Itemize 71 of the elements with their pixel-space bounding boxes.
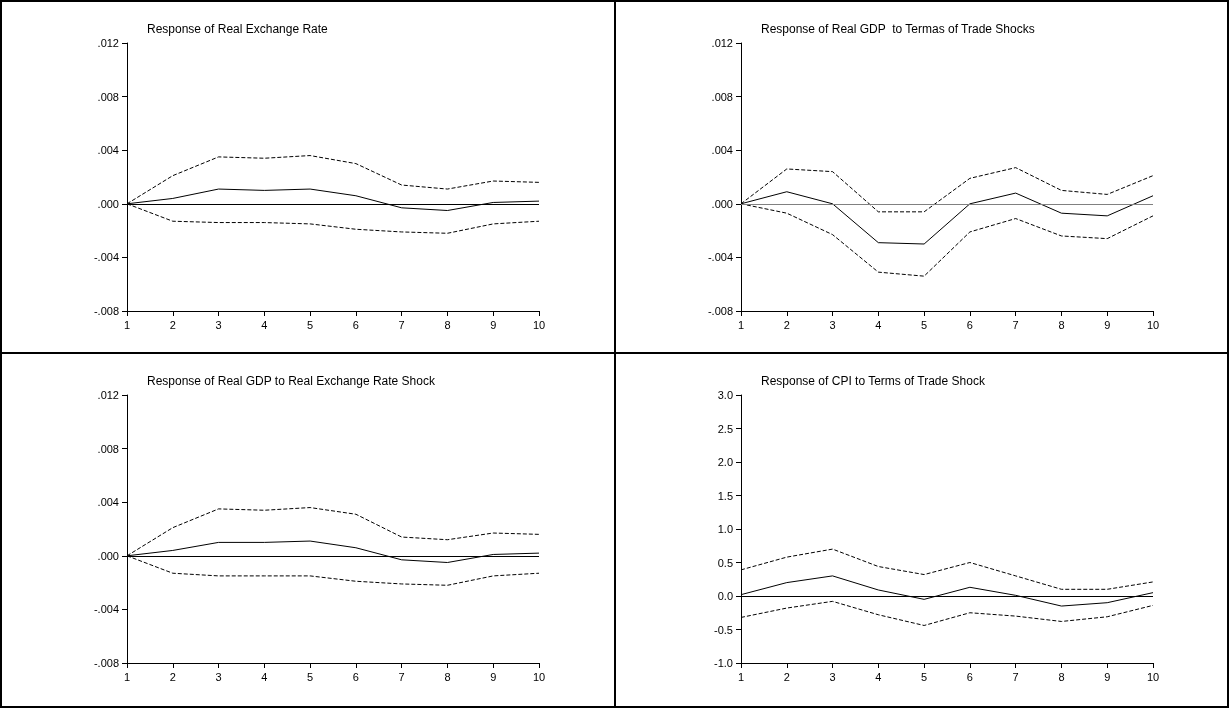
x-tick-label: 4 [261,670,268,683]
y-tick-label: 1.5 [717,489,733,502]
x-tick-label: 9 [1104,318,1111,331]
x-tick-label: 2 [169,670,176,683]
y-tick-label: .012 [97,37,119,49]
x-tick-label: 1 [123,318,131,331]
x-tick-label: 2 [783,670,790,683]
y-tick-label: .008 [97,90,119,103]
x-tick-label: 3 [215,318,222,331]
chart-title: Response of Real GDP to Real Exchange Rate Shock [147,374,436,388]
y-tick-label: -1.0 [714,657,733,669]
y-tick-label: .000 [97,197,119,210]
x-tick-label: 7 [398,670,405,683]
x-tick-label: 10 [1146,670,1160,683]
y-tick-label: -.004 [93,603,119,616]
chart-title: Response of Real GDP to Termas of Trade Shocks [761,22,1035,36]
x-tick-label: 3 [829,318,836,331]
x-tick-label: 7 [1012,670,1019,683]
y-tick-label: .008 [711,90,733,103]
x-tick-label: 3 [829,670,836,683]
x-tick-label: 4 [875,318,882,331]
x-tick-label: 9 [1104,670,1111,683]
y-tick-label: .012 [711,37,733,49]
x-tick-label: 9 [490,670,497,683]
x-tick-label: 8 [1058,318,1065,331]
x-tick-label: 8 [444,318,451,331]
x-tick-label: 8 [1058,670,1065,683]
x-tick-label: 10 [1146,318,1160,331]
x-tick-label: 1 [123,670,131,683]
y-tick-label: -.008 [93,305,119,317]
chart-title: Response of CPI to Terms of Trade Shock [761,374,986,388]
y-tick-label: .004 [97,144,119,157]
x-tick-label: 7 [1012,318,1019,331]
x-tick-label: 2 [783,318,790,331]
y-tick-label: .004 [711,144,733,157]
x-tick-label: 5 [307,318,314,331]
y-tick-label: -.004 [93,251,119,264]
y-tick-label: 0.0 [717,590,733,602]
x-tick-label: 6 [352,318,359,331]
x-tick-label: 6 [352,670,359,683]
x-tick-label: 5 [921,670,928,683]
y-tick-label: -0.5 [714,623,733,636]
chart-title: Response of Real Exchange Rate [147,22,329,36]
x-tick-label: 10 [532,670,546,683]
y-tick-label: -.008 [707,305,733,317]
y-tick-label: 2.0 [717,456,733,468]
x-tick-label: 4 [875,670,882,683]
x-tick-label: 5 [307,670,314,683]
x-tick-label: 1 [737,670,745,683]
y-tick-label: -.004 [707,251,733,264]
y-tick-label: 1.0 [717,523,733,535]
x-tick-label: 4 [261,318,268,331]
x-tick-label: 8 [444,670,451,683]
x-tick-label: 6 [966,318,973,331]
x-tick-label: 1 [737,318,745,331]
x-tick-label: 5 [921,318,928,331]
x-tick-label: 3 [215,670,222,683]
y-tick-label: 3.0 [717,389,733,401]
y-tick-label: .008 [97,442,119,455]
y-tick-label: 2.5 [717,422,733,435]
y-tick-label: .012 [97,389,119,401]
x-tick-label: 7 [398,318,405,331]
x-tick-label: 2 [169,318,176,331]
x-tick-label: 6 [966,670,973,683]
y-tick-label: .004 [97,496,119,509]
y-tick-label: .000 [711,197,733,210]
y-tick-label: -.008 [93,657,119,669]
y-tick-label: 0.5 [717,556,733,569]
y-tick-label: .000 [97,549,119,562]
x-tick-label: 9 [490,318,497,331]
x-tick-label: 10 [532,318,546,331]
